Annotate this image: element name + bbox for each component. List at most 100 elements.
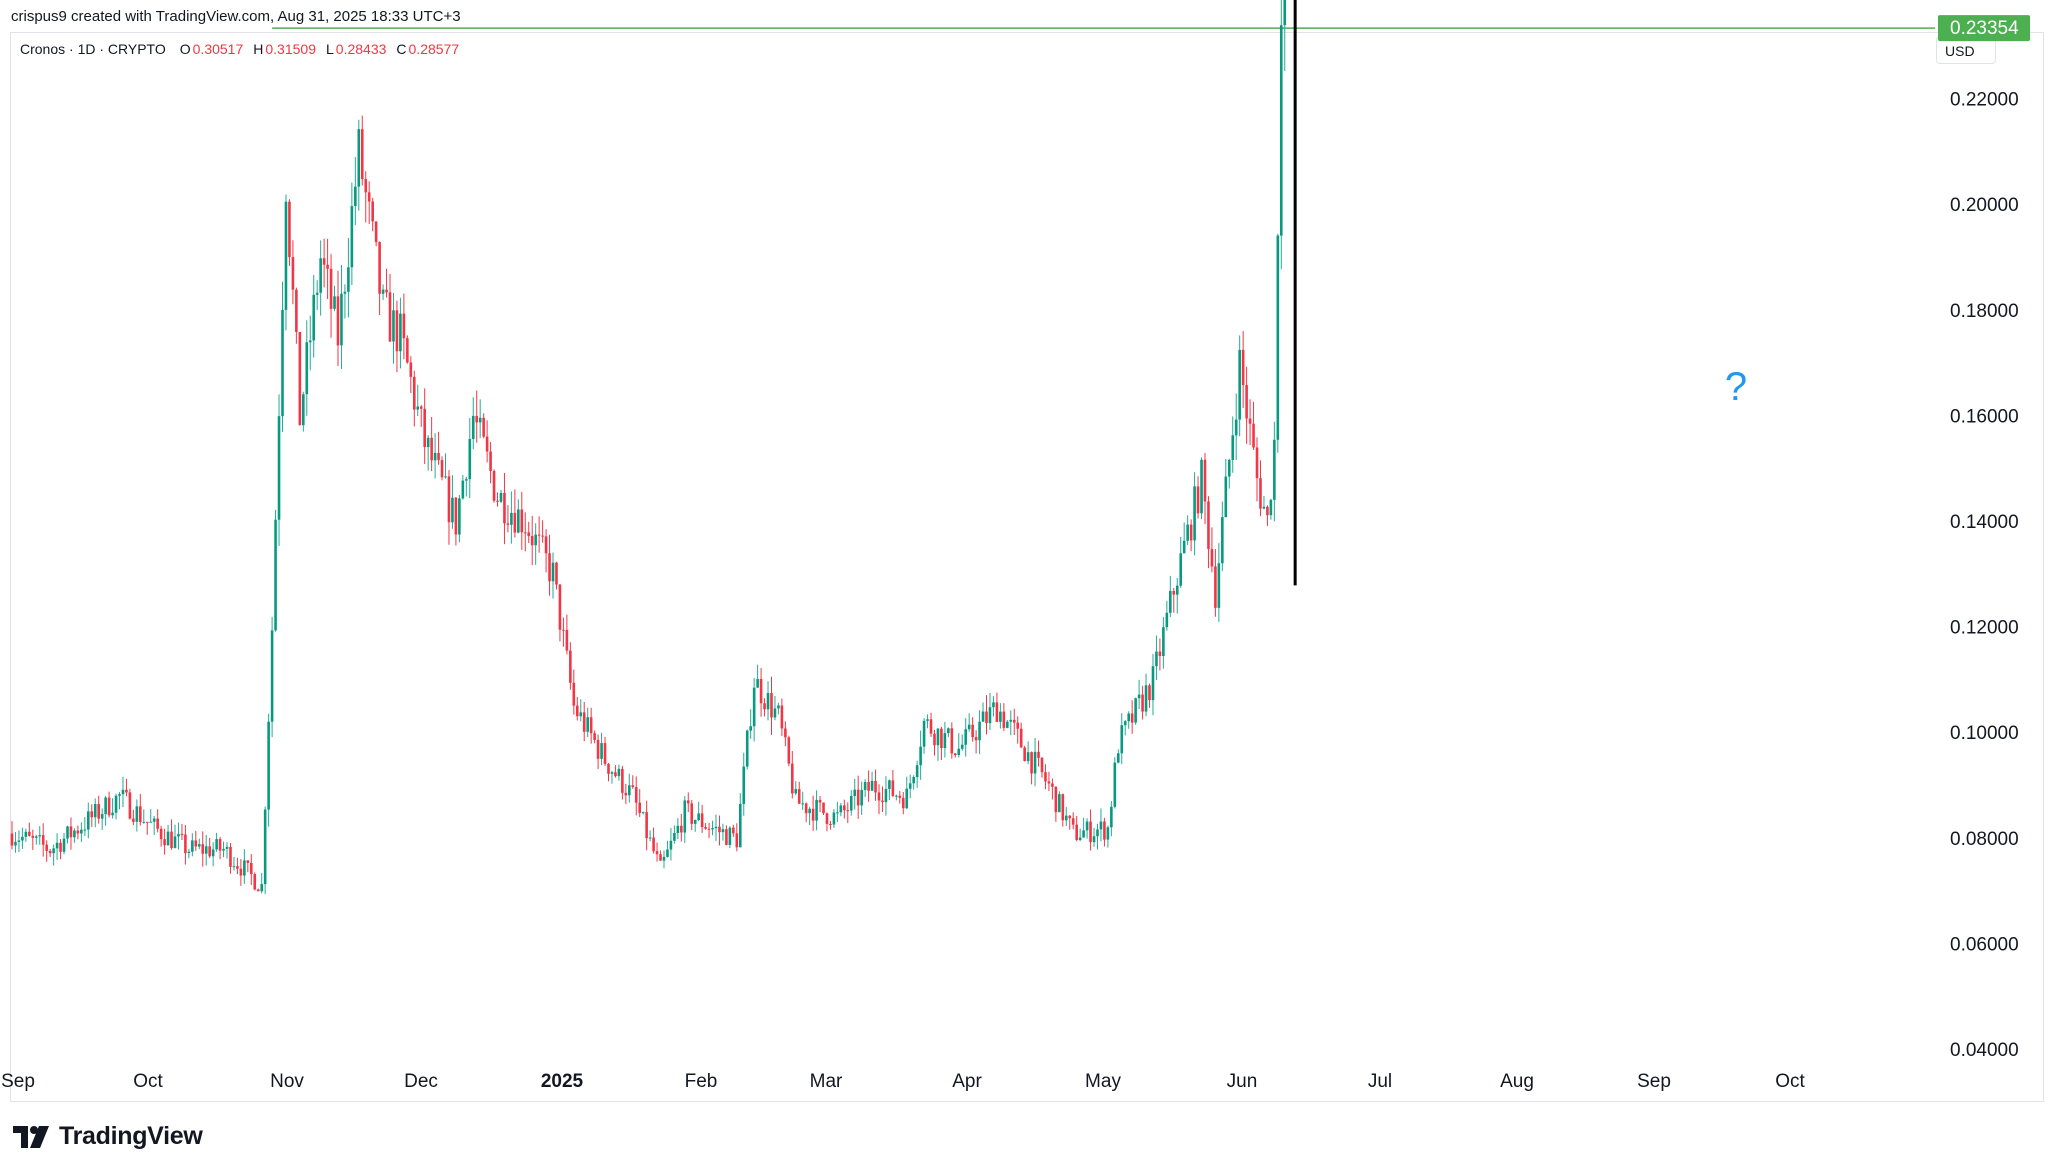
candle-body — [319, 258, 322, 293]
candle-body — [967, 724, 971, 730]
symbol-legend: Cronos · 1D · CRYPTO O 0.30517 H 0.31509… — [20, 41, 469, 57]
candle-body — [1224, 476, 1228, 518]
candle-body — [1106, 827, 1110, 840]
candle-body — [929, 719, 933, 734]
candle-body — [426, 437, 430, 448]
candle-body — [1262, 506, 1266, 509]
candle-body — [766, 693, 770, 710]
candle-body — [402, 313, 406, 339]
x-tick-label: Oct — [1775, 1071, 1805, 1092]
pennant-pattern-layer — [1293, 0, 1297, 586]
candle-body — [97, 804, 100, 819]
candle-body — [693, 820, 697, 824]
candle-body — [1169, 590, 1172, 613]
candle-body — [385, 289, 388, 293]
candle-body — [395, 310, 399, 352]
candle-body — [593, 733, 596, 740]
candle-body — [655, 851, 659, 855]
candle-body — [236, 866, 239, 869]
candle-body — [163, 839, 166, 846]
candle-body — [45, 844, 48, 851]
candle-body — [177, 834, 180, 837]
candle-body — [676, 825, 680, 834]
candles-layer — [10, 0, 1287, 894]
candle-body — [607, 763, 610, 774]
close-label: C — [396, 41, 407, 57]
candle-body — [10, 833, 14, 846]
candle-body — [749, 726, 752, 731]
candle-body — [55, 842, 59, 849]
candle-body — [537, 534, 541, 536]
tradingview-logo[interactable]: TradingView — [13, 1122, 203, 1151]
candle-body — [208, 846, 211, 857]
candle-body — [100, 814, 104, 819]
candle-body — [270, 630, 274, 722]
candle-body — [302, 394, 305, 426]
candle-body — [1269, 499, 1273, 516]
candle-body — [1099, 821, 1103, 830]
candle-body — [874, 780, 877, 793]
price-labels-layer: 0.387970.23354 — [1938, 15, 2030, 42]
candle-body — [197, 844, 201, 847]
candle-body — [211, 849, 215, 857]
candle-body — [985, 711, 988, 724]
candle-body — [482, 417, 485, 437]
candle-body — [329, 268, 333, 309]
candle-body — [1064, 815, 1068, 821]
candle-body — [291, 257, 295, 290]
candle-body — [1155, 651, 1158, 667]
low-label: L — [325, 41, 334, 57]
candle-body — [732, 827, 735, 834]
candle-body — [31, 835, 35, 838]
candle-body — [142, 821, 146, 823]
candle-body — [1162, 627, 1165, 657]
candle-body — [1227, 459, 1231, 477]
candle-body — [1193, 486, 1196, 541]
candle-body — [1047, 781, 1051, 784]
candle-body — [957, 748, 961, 755]
candle-body — [1037, 751, 1040, 758]
y-tick-label: 0.24000 — [1950, 0, 2019, 5]
candle-body — [853, 789, 857, 796]
candle-body — [849, 795, 853, 811]
candle-body — [860, 789, 863, 806]
candle-body — [388, 292, 392, 342]
candle-body — [936, 728, 940, 746]
candle-body — [184, 834, 187, 854]
candle-body — [288, 201, 291, 258]
candle-body — [614, 772, 617, 777]
candle-body — [725, 829, 728, 845]
candle-body — [558, 584, 562, 630]
candle-body — [399, 313, 402, 352]
candle-body — [1238, 349, 1241, 420]
symbol-title[interactable]: Cronos · 1D · CRYPTO — [20, 41, 166, 57]
candle-body — [804, 803, 808, 814]
candle-body — [953, 753, 957, 755]
candle-body — [222, 848, 225, 851]
candle-body — [267, 721, 270, 810]
candle-body — [770, 693, 773, 718]
candle-body — [409, 362, 413, 377]
candle-body — [534, 534, 537, 546]
candle-body — [680, 825, 683, 833]
candle-body — [135, 806, 139, 822]
time-axis[interactable]: Sep Oct Nov Dec 2025 Feb Mar Apr May Jun Jul Aug Sep… — [1, 1071, 1805, 1092]
candle-body — [801, 803, 805, 805]
candle-body — [926, 719, 929, 721]
candle-body — [745, 730, 749, 767]
candle-body — [367, 192, 371, 202]
candle-body — [132, 818, 135, 822]
x-tick-label: Dec — [404, 1071, 438, 1092]
candle-body — [908, 783, 912, 789]
candle-body — [648, 837, 652, 839]
candle-body — [312, 294, 316, 341]
candle-body — [1006, 721, 1009, 728]
candle-body — [173, 836, 177, 849]
price-axis[interactable]: 0.400000.380000.360000.340000.320000.300… — [1950, 0, 2019, 1061]
candle-body — [1196, 486, 1200, 514]
candle-body — [1165, 612, 1169, 628]
candle-body — [981, 711, 985, 722]
y-tick-label: 0.10000 — [1950, 723, 2019, 744]
candle-body — [66, 826, 69, 839]
